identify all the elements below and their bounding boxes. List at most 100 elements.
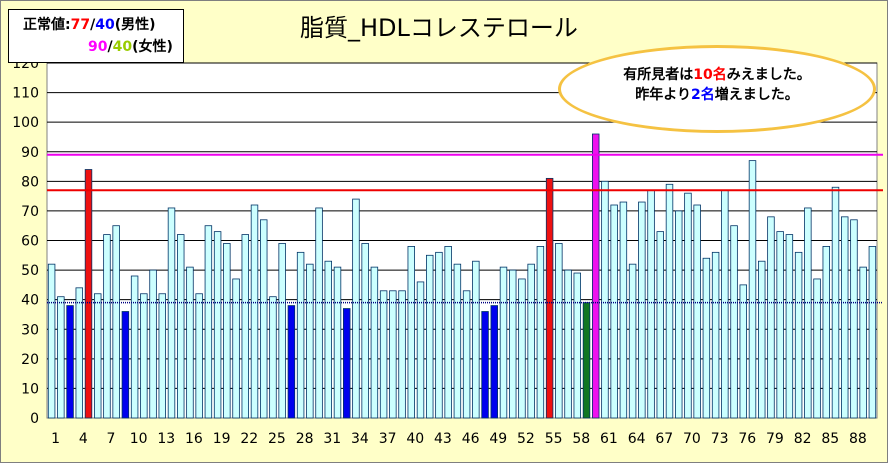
y-tick-label: 40 <box>21 293 39 309</box>
x-tick-label: 49 <box>489 431 507 447</box>
bar <box>379 290 388 419</box>
bar <box>868 246 877 419</box>
bar <box>693 204 701 419</box>
bar <box>545 177 554 419</box>
bar <box>647 189 655 419</box>
bar <box>250 204 259 419</box>
bar <box>121 311 130 419</box>
note-line2-count: 2名 <box>690 87 715 103</box>
bar <box>804 207 812 419</box>
bar <box>564 269 572 419</box>
x-tick-label: 22 <box>240 431 258 447</box>
legend-slash: / <box>90 17 96 33</box>
gridlines <box>47 62 877 389</box>
bar <box>499 266 508 419</box>
bar <box>333 266 342 419</box>
bar <box>315 207 323 419</box>
x-tick-label: 82 <box>794 431 812 447</box>
bar <box>610 204 618 419</box>
bar <box>213 231 222 419</box>
x-tick-label: 7 <box>106 431 115 447</box>
bar <box>269 296 277 419</box>
bar <box>573 272 581 419</box>
bar <box>675 210 683 419</box>
bar <box>785 234 794 419</box>
x-tick-label: 70 <box>683 431 701 447</box>
bar <box>776 231 784 419</box>
legend-male-high: 77 <box>70 17 91 33</box>
bar <box>75 287 83 419</box>
x-tick-label: 58 <box>572 431 590 447</box>
findings-note: 有所見者は10名みえました。 昨年より2名増えました。 <box>558 45 876 133</box>
note-line1-count: 10名 <box>693 67 727 83</box>
bar <box>592 133 600 419</box>
bar <box>278 243 286 419</box>
legend-male-row: 正常値:77/40(男性) <box>9 14 183 36</box>
bar <box>684 192 692 419</box>
legend-label: 正常値: <box>23 17 71 33</box>
y-tick-label: 20 <box>21 352 39 368</box>
note-line-2: 昨年より2名増えました。 <box>561 85 873 105</box>
bar <box>204 225 213 419</box>
bar <box>850 219 858 419</box>
bar <box>306 263 314 419</box>
x-tick-label: 4 <box>79 431 88 447</box>
bar <box>407 246 415 419</box>
chart-title: 脂質_HDLコレステロール <box>300 14 578 42</box>
x-tick-label: 16 <box>185 431 203 447</box>
y-tick-label: 30 <box>21 322 39 338</box>
y-tick-label: 60 <box>21 234 39 250</box>
x-tick-label: 19 <box>213 431 231 447</box>
x-tick-label: 73 <box>711 431 729 447</box>
bar <box>260 219 268 419</box>
legend-female-low: 40 <box>112 39 133 55</box>
bar <box>130 275 139 419</box>
bar <box>481 311 489 419</box>
note-line1-suffix: みえました。 <box>726 67 811 83</box>
bar <box>582 302 591 419</box>
bar <box>232 278 240 419</box>
x-tick-label: 10 <box>130 431 148 447</box>
bar <box>84 169 93 419</box>
x-tick-label: 76 <box>738 431 756 447</box>
bar <box>490 305 498 419</box>
bar <box>195 293 203 419</box>
bar <box>361 243 369 419</box>
bar <box>435 251 443 419</box>
bars <box>47 133 877 419</box>
bar <box>748 160 757 419</box>
x-tick-label: 25 <box>268 431 286 447</box>
normal-range-legend: 正常値:77/40(男性) 90/40(女性) <box>8 9 184 63</box>
y-tick-label: 10 <box>21 381 39 397</box>
bar <box>859 266 867 419</box>
y-tick-label: 110 <box>12 86 39 102</box>
y-tick-label: 0 <box>30 411 39 427</box>
x-tick-label: 34 <box>351 431 369 447</box>
note-line2-prefix: 昨年より <box>635 87 691 103</box>
bar <box>57 296 65 419</box>
x-tick-label: 13 <box>157 431 175 447</box>
bar <box>739 284 747 419</box>
bar <box>370 266 379 419</box>
legend-male-suffix: (男性) <box>114 17 156 33</box>
bar <box>813 278 821 419</box>
bar <box>287 305 296 419</box>
bar <box>758 260 766 419</box>
bar <box>628 263 637 419</box>
x-tick-label: 55 <box>545 431 563 447</box>
bar <box>426 254 434 419</box>
bar <box>389 290 397 419</box>
bar <box>767 216 775 419</box>
bar <box>453 263 462 419</box>
bar <box>536 246 545 419</box>
x-tick-label: 64 <box>628 431 646 447</box>
x-tick-label: 40 <box>406 431 424 447</box>
bar <box>149 269 157 419</box>
bar <box>638 201 646 419</box>
bar <box>103 234 111 419</box>
bar <box>140 293 148 419</box>
bar <box>656 231 664 419</box>
bar <box>186 266 194 419</box>
x-tick-label: 88 <box>849 431 867 447</box>
x-tick-label: 61 <box>600 431 618 447</box>
